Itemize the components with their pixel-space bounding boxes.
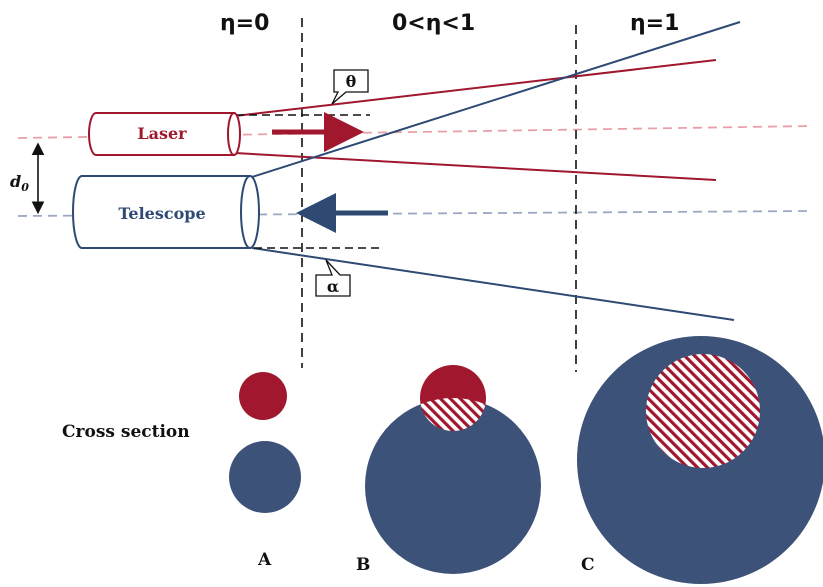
telescope-device: Telescope xyxy=(72,175,260,249)
cross-section-b xyxy=(365,365,541,574)
theta-callout: θ xyxy=(331,69,369,105)
telescope-fov-upper-edge xyxy=(251,21,741,178)
laser-spot-c xyxy=(646,354,760,468)
laser-label: Laser xyxy=(137,124,187,143)
offset-label: d0 xyxy=(10,172,29,194)
overlap-region-b xyxy=(420,398,486,431)
region-label-middle: 0<η<1 xyxy=(392,11,475,36)
laser-optical-axis xyxy=(17,125,813,139)
cross-section-c xyxy=(577,336,823,584)
alpha-callout: α xyxy=(315,259,351,297)
laser-beam-upper-edge xyxy=(234,59,717,117)
case-label-b: B xyxy=(356,555,370,575)
telescope-label: Telescope xyxy=(118,204,205,223)
alpha-label: α xyxy=(327,277,339,296)
telescope-spot-a xyxy=(229,441,301,513)
cross-section-label: Cross section xyxy=(62,422,190,442)
telescope-optical-axis xyxy=(17,210,813,217)
laser-spot-a xyxy=(239,372,287,420)
telescope-spot-b xyxy=(365,398,541,574)
region-label-far: η=1 xyxy=(630,11,679,36)
laser-beam-lower-edge xyxy=(234,152,717,181)
case-label-c: C xyxy=(581,555,595,575)
telescope-fov-lower-edge xyxy=(251,247,735,321)
theta-label: θ xyxy=(346,72,357,91)
laser-device: Laser xyxy=(88,112,241,156)
cross-section-a xyxy=(229,372,301,513)
case-label-a: A xyxy=(257,550,272,570)
region-label-near: η=0 xyxy=(220,11,269,36)
